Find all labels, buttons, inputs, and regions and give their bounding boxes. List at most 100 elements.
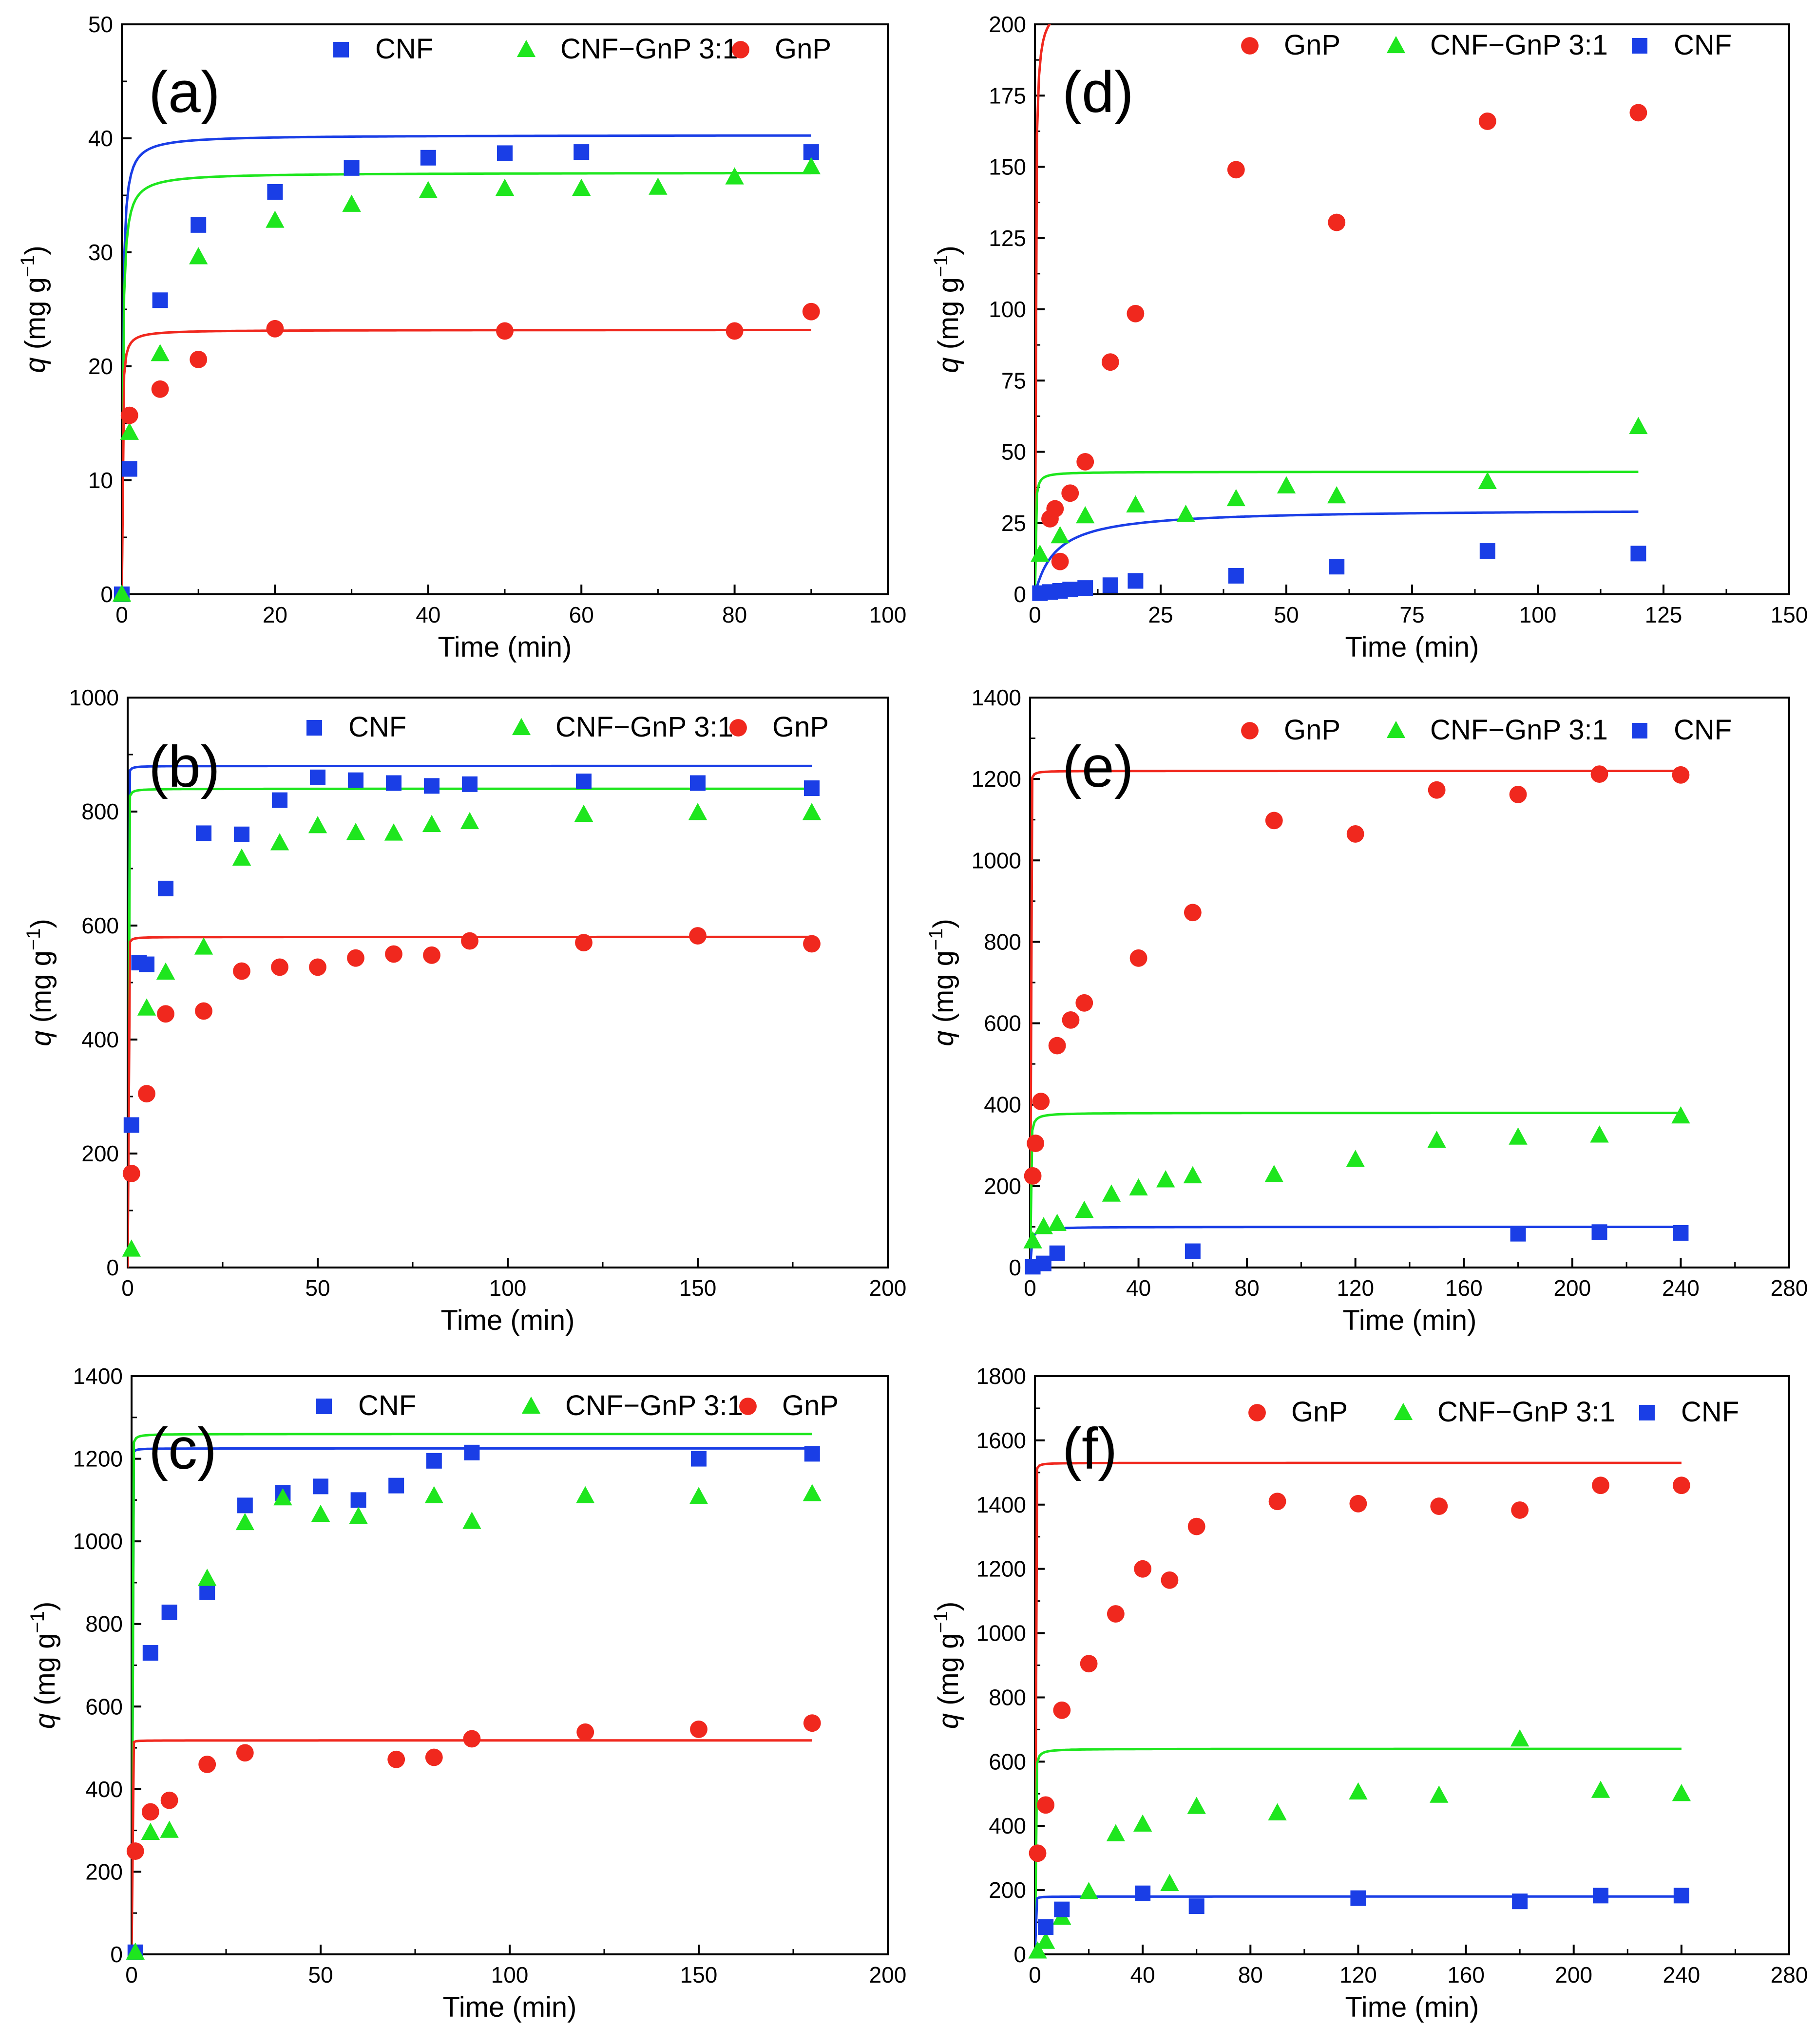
y-tick-label: 1000 bbox=[69, 685, 119, 710]
plot-frame bbox=[1034, 23, 1790, 595]
data-point-cnf bbox=[691, 1451, 707, 1467]
data-point-cnf-gnp-3-1 bbox=[1427, 1131, 1446, 1148]
data-point-gnp bbox=[1184, 904, 1202, 922]
data-point-gnp bbox=[1101, 353, 1119, 371]
data-point-cnf bbox=[804, 780, 820, 796]
x-tick-label: 280 bbox=[1771, 1962, 1808, 1987]
data-point-gnp bbox=[463, 1730, 481, 1748]
data-point-cnf bbox=[1673, 1888, 1689, 1904]
data-point-gnp bbox=[1227, 161, 1245, 179]
data-point-cnf bbox=[1329, 559, 1345, 575]
data-point-cnf bbox=[804, 1446, 820, 1462]
y-axis-title: q (mg g−1) bbox=[17, 246, 51, 373]
x-tick-label: 200 bbox=[869, 1275, 907, 1301]
data-point-cnf-gnp-3-1 bbox=[1075, 1200, 1094, 1218]
y-tick-label: 1200 bbox=[73, 1446, 123, 1472]
data-point-cnf-gnp-3-1 bbox=[1226, 489, 1245, 507]
plot-frame bbox=[121, 23, 889, 595]
legend-marker-cnf bbox=[306, 720, 322, 736]
data-point-cnf-gnp-3-1 bbox=[160, 1820, 179, 1838]
x-tick-label: 40 bbox=[416, 602, 440, 627]
data-point-cnf-gnp-3-1 bbox=[1277, 476, 1296, 493]
data-point-cnf bbox=[350, 1492, 366, 1508]
data-point-cnf bbox=[139, 956, 154, 972]
x-tick-label: 20 bbox=[263, 602, 287, 627]
data-point-cnf-gnp-3-1 bbox=[194, 937, 213, 955]
x-tick-label: 120 bbox=[1337, 1275, 1374, 1301]
data-point-cnf-gnp-3-1 bbox=[137, 998, 156, 1016]
data-point-cnf-gnp-3-1 bbox=[1591, 1780, 1610, 1798]
data-point-cnf-gnp-3-1 bbox=[574, 804, 593, 822]
data-point-cnf-gnp-3-1 bbox=[151, 344, 170, 361]
data-point-cnf-gnp-3-1 bbox=[802, 157, 821, 174]
legend-label-cnf-gnp-3-1: CNF−GnP 3:1 bbox=[1430, 29, 1608, 61]
data-point-cnf bbox=[1630, 546, 1646, 562]
fit-curve-cnf-gnp-3-1 bbox=[132, 1433, 812, 1954]
data-point-cnf bbox=[1077, 580, 1093, 596]
data-point-cnf-gnp-3-1 bbox=[689, 1487, 708, 1504]
x-tick-label: 100 bbox=[491, 1962, 529, 1987]
data-point-cnf bbox=[152, 292, 168, 308]
data-point-gnp bbox=[461, 932, 478, 950]
data-point-cnf bbox=[1054, 1901, 1070, 1917]
data-point-gnp bbox=[1046, 500, 1064, 518]
data-point-gnp bbox=[1037, 1796, 1055, 1814]
x-tick-label: 280 bbox=[1771, 1275, 1808, 1301]
data-point-gnp bbox=[802, 303, 820, 321]
data-point-gnp bbox=[190, 351, 208, 368]
data-point-gnp bbox=[496, 322, 514, 340]
data-point-gnp bbox=[1349, 1495, 1367, 1513]
data-point-cnf-gnp-3-1 bbox=[308, 816, 327, 833]
data-point-cnf-gnp-3-1 bbox=[122, 1239, 141, 1257]
legend-marker-cnf-gnp-3-1 bbox=[1386, 720, 1406, 738]
data-point-cnf bbox=[388, 1477, 404, 1494]
y-axis-title-close: ) bbox=[933, 246, 964, 255]
fit-curve-gnp bbox=[1030, 770, 1681, 1268]
x-tick-label: 160 bbox=[1447, 1962, 1485, 1987]
legend-marker-gnp bbox=[1241, 37, 1259, 55]
data-point-gnp bbox=[138, 1085, 155, 1103]
data-point-gnp bbox=[120, 406, 138, 424]
y-tick-label: 0 bbox=[1013, 1942, 1026, 1967]
y-tick-label: 1400 bbox=[73, 1363, 123, 1389]
data-point-gnp bbox=[122, 1165, 140, 1182]
y-tick-label: 30 bbox=[88, 240, 113, 265]
data-point-gnp bbox=[157, 1005, 174, 1023]
x-tick-label: 120 bbox=[1339, 1962, 1377, 1987]
data-point-cnf-gnp-3-1 bbox=[1349, 1782, 1368, 1800]
data-point-cnf bbox=[142, 1645, 158, 1661]
legend-label-cnf-gnp-3-1: CNF−GnP 3:1 bbox=[1437, 1396, 1615, 1428]
data-point-gnp bbox=[151, 380, 169, 398]
legend-marker-cnf-gnp-3-1 bbox=[1386, 36, 1406, 54]
data-point-cnf bbox=[1135, 1885, 1151, 1901]
legend-label-gnp: GnP bbox=[775, 33, 831, 65]
legend-label-cnf-gnp-3-1: CNF−GnP 3:1 bbox=[1430, 714, 1608, 746]
data-point-cnf bbox=[1510, 1226, 1526, 1242]
x-tick-label: 40 bbox=[1126, 1275, 1151, 1301]
data-point-gnp bbox=[1346, 825, 1364, 843]
data-point-cnf-gnp-3-1 bbox=[1430, 1785, 1449, 1803]
y-axis-title-close: ) bbox=[19, 246, 51, 255]
data-point-cnf bbox=[267, 184, 283, 200]
data-point-cnf-gnp-3-1 bbox=[1264, 1165, 1283, 1182]
data-point-gnp bbox=[690, 1720, 707, 1738]
y-axis-title: q (mg g−1) bbox=[930, 1602, 964, 1729]
y-tick-label: 150 bbox=[989, 154, 1026, 180]
y-tick-label: 1600 bbox=[976, 1428, 1026, 1453]
data-point-gnp bbox=[1032, 1093, 1050, 1110]
data-point-cnf-gnp-3-1 bbox=[1031, 544, 1050, 562]
panel-label: (d) bbox=[1062, 59, 1134, 125]
legend-label-cnf-gnp-3-1: CNF−GnP 3:1 bbox=[555, 711, 733, 743]
data-point-cnf bbox=[1593, 1888, 1608, 1904]
y-axis-title-close: ) bbox=[29, 1602, 61, 1611]
plot-frame bbox=[127, 697, 889, 1268]
x-tick-label: 200 bbox=[1553, 1275, 1591, 1301]
y-tick-label: 20 bbox=[88, 354, 113, 379]
data-point-cnf-gnp-3-1 bbox=[1133, 1814, 1152, 1832]
data-point-gnp bbox=[1268, 1493, 1286, 1511]
y-axis-title-units: (mg g bbox=[29, 1633, 61, 1713]
panel--a: 0 20 40 60 80 100 0 10 20 30 40 50 Time (min) q (mg g… bbox=[17, 12, 906, 663]
data-point-gnp bbox=[1428, 781, 1446, 799]
legend-marker-cnf bbox=[1639, 1405, 1655, 1420]
x-tick-label: 200 bbox=[869, 1962, 907, 1987]
